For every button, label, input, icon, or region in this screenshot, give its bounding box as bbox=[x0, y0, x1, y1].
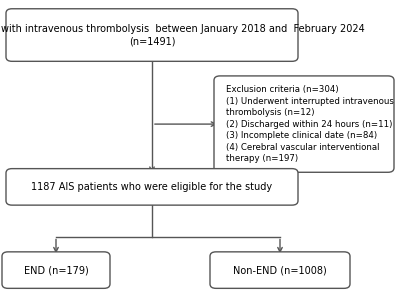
Text: AIS patients with intravenous thrombolysis  between January 2018 and  February 2: AIS patients with intravenous thrombolys… bbox=[0, 24, 365, 46]
FancyBboxPatch shape bbox=[214, 76, 394, 172]
FancyBboxPatch shape bbox=[2, 252, 110, 288]
FancyBboxPatch shape bbox=[210, 252, 350, 288]
Text: Non-END (n=1008): Non-END (n=1008) bbox=[233, 265, 327, 275]
FancyBboxPatch shape bbox=[6, 9, 298, 61]
FancyBboxPatch shape bbox=[6, 169, 298, 205]
Text: END (n=179): END (n=179) bbox=[24, 265, 88, 275]
Text: Exclusion criteria (n=304)
(1) Underwent interrupted intravenous
thrombolysis (n: Exclusion criteria (n=304) (1) Underwent… bbox=[226, 85, 394, 163]
Text: 1187 AIS patients who were eligible for the study: 1187 AIS patients who were eligible for … bbox=[32, 182, 272, 192]
